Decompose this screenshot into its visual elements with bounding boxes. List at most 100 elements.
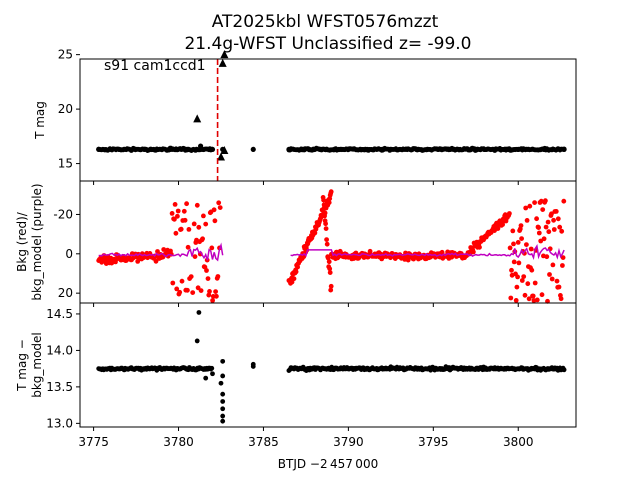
bkg-point [550,262,556,268]
bkg-point [201,213,206,219]
limit-triangle [193,114,202,123]
bkg-point [179,278,185,284]
bkg-point [190,290,196,295]
panel-top-tmag: 15 20 25 T mag [33,48,577,185]
bkg-model-line [98,242,565,262]
bkg-point [321,197,326,203]
x-tick-label: 3775 [78,435,109,449]
bkg-point [204,268,209,273]
bkg-point [543,224,549,230]
bkg-point [185,287,190,293]
bkg-point [539,292,545,298]
bkg-point [207,289,212,294]
outlier-point [220,391,226,397]
limit-triangle [216,152,225,161]
bkg-point [560,255,566,260]
bkg-point [196,224,202,230]
bkg-point [524,218,530,223]
outlier-point [220,358,226,364]
y-tick-label: 14.0 [46,343,73,357]
x-axis-label: BTJD −2 457 000 [278,457,378,471]
bkg-point [515,240,521,245]
bkg-point [532,280,538,286]
y-tick-label: 14.5 [46,307,73,321]
x-tick-label: 3785 [248,435,279,449]
panel-frame [79,58,577,182]
data-point [116,146,122,153]
bkg-point [328,283,334,289]
data-points-bottom [96,310,567,424]
y-ticks-middle: 20 0 -20 [53,207,80,300]
data-point [184,146,190,153]
bkg-point [507,245,513,251]
bkg-point [519,236,524,242]
bkg-point [175,213,180,219]
bkg-point [293,269,299,275]
bkg-point [523,205,529,211]
bkg-point [543,198,548,204]
bkg-point [184,201,190,207]
bkg-point [508,295,514,301]
y-ticks-top: 15 20 25 [58,48,80,171]
outlier-point [196,310,202,315]
bkg-point [210,298,216,303]
bkg-point [324,241,330,247]
bkg-point [194,202,200,208]
bkg-point [217,205,223,211]
outlier-point [220,373,226,379]
bkg-point [328,287,334,293]
bkg-point [200,236,206,242]
bkg-point [511,241,516,247]
bkg-point [328,189,334,195]
bkg-point [534,216,539,222]
bkg-point [526,296,532,302]
bkg-point [178,226,184,232]
outlier-point [203,375,209,381]
bkg-point [439,249,445,255]
limit-triangle [220,146,229,154]
bkg-point [513,298,519,303]
data-point [481,146,487,153]
bkg-point [538,238,544,244]
bkg-point [161,247,167,252]
bkg-point [560,263,565,268]
bkg-point [551,217,556,223]
bkg-point [553,209,559,214]
y-axis-label: bkg_model (purple) [30,183,44,300]
limit-triangle [220,50,229,59]
bkg-point [203,221,209,227]
bkg-point [295,264,300,270]
data-point [141,146,148,153]
bkg-point [546,229,552,235]
bkg-point [515,274,520,280]
bkg-point [323,226,329,232]
bkg-point [324,237,329,243]
bkg-point [555,216,561,222]
bkg-point [172,202,178,207]
data-point [167,146,173,153]
bkg-point [177,289,183,295]
bkg-point [291,276,297,282]
bkg-point [191,221,197,227]
data-points-top [96,50,567,161]
bkg-point [327,270,333,275]
bkg-point [367,248,373,254]
bkg-point [532,200,537,206]
data-point [311,146,318,153]
data-point [250,146,256,153]
y-tick-label: 13.5 [46,380,73,394]
bkg-point [510,228,516,234]
chart-title-line2: 21.4g-WFST Unclassified z= -99.0 [184,34,471,54]
data-point [209,146,216,153]
bkg-point [561,198,567,204]
bkg-point [503,218,509,224]
bkg-point [507,211,512,216]
bkg-point [198,288,204,293]
bkg-point [558,296,564,302]
y-axis-label: T mag − [15,339,29,392]
data-point [198,143,204,149]
data-point [515,146,521,153]
bkg-point [322,210,328,216]
bkg-point [525,281,531,287]
panel-middle-background: 20 0 -20 Bkg (red)/bkg_model (purple) [15,180,577,307]
